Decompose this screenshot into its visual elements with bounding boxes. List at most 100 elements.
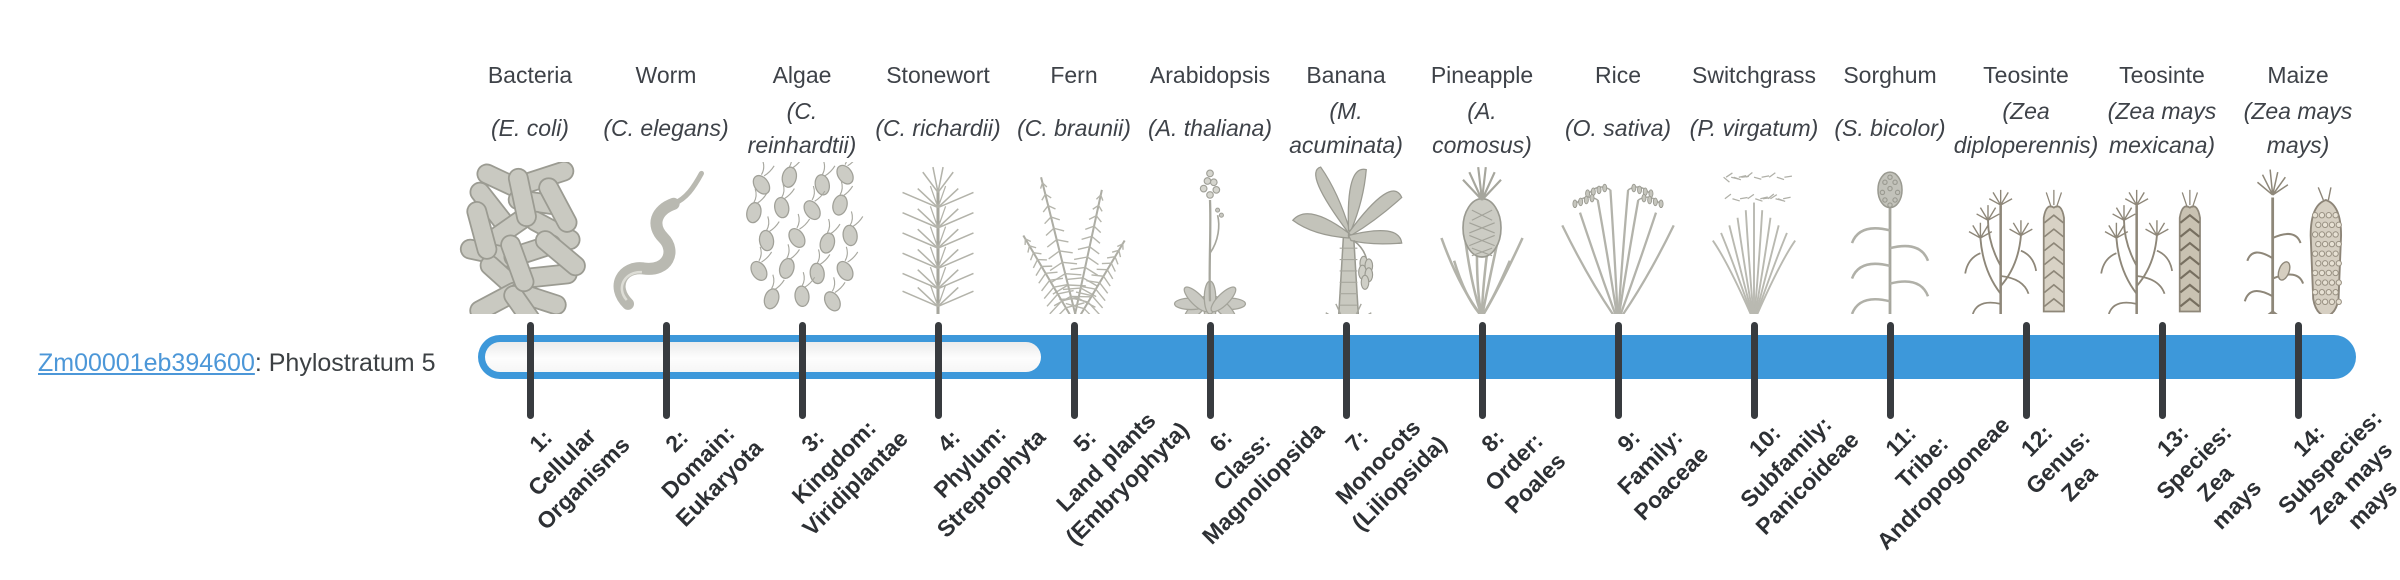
organism-scientific-name: (C. reinhardtii)	[747, 98, 857, 158]
organism-column-label: Switchgrass (P. virgatum)	[1674, 62, 1834, 163]
organism-scientific-name: (E. coli)	[491, 115, 569, 141]
organism-illustration	[996, 158, 1152, 314]
phylostratum-tick-12	[2022, 322, 2030, 419]
organism-illustration	[1132, 158, 1288, 314]
phylostratum-tick-10	[1750, 322, 1758, 419]
pineapple-illustration	[1440, 166, 1524, 314]
phylostratum-tick-13	[2158, 322, 2166, 419]
organism-common-name: Arabidopsis	[1149, 62, 1271, 88]
organism-scientific-name: (Zea diploperennis)	[1953, 98, 2099, 158]
timeline-bar	[478, 335, 2356, 379]
algae-illustration	[746, 162, 864, 312]
organism-column-label: Stonewort (C. richardii)	[858, 62, 1018, 163]
organism-column-label: Worm (C. elegans)	[586, 62, 746, 163]
organism-illustration	[860, 158, 1016, 314]
phylostratum-tick-8	[1478, 322, 1486, 419]
organism-common-name: Worm	[635, 62, 697, 88]
phylostratum-label-12: 12: Genus: Zea	[2015, 419, 2103, 507]
organism-illustration	[1268, 158, 1424, 314]
banana-illustration	[1291, 166, 1403, 314]
phylostratum-tick-14	[2294, 322, 2302, 419]
phylostratum-tick-7	[1342, 322, 1350, 419]
organism-common-name: Banana	[1306, 62, 1386, 88]
organism-column-label: Algae (C. reinhardtii)	[722, 62, 882, 163]
organism-illustration	[2220, 158, 2376, 314]
teosinte-diploperennis-illustration	[1964, 189, 2065, 314]
organism-column-label: Rice (O. sativa)	[1538, 62, 1698, 163]
organism-illustration	[1948, 158, 2104, 314]
phylostratum-label-10: 10: Subfamily: Panicoideae	[1735, 411, 1864, 540]
phylostratum-label-6: 6: Class: Magnoliopsida	[1196, 416, 1330, 550]
phylostratum-label-9: 9: Family: Poaceae	[1612, 424, 1714, 526]
organism-scientific-name: (P. virgatum)	[1689, 115, 1819, 141]
organism-column-label: Sorghum (S. bicolor)	[1810, 62, 1970, 163]
organism-scientific-name: (C. elegans)	[603, 115, 729, 141]
organism-scientific-name: (M. acuminata)	[1289, 98, 1403, 158]
organism-illustration	[452, 158, 608, 314]
organism-scientific-name: (O. sativa)	[1564, 115, 1672, 141]
organism-scientific-name: (S. bicolor)	[1834, 115, 1946, 141]
phylostratum-tick-5	[1070, 322, 1078, 419]
organism-column-label: Teosinte (Zea mays mexicana)	[2082, 62, 2242, 163]
organism-common-name: Sorghum	[1843, 62, 1937, 88]
gene-id-link[interactable]: Zm00001eb394600	[38, 349, 255, 377]
organism-column-label: Teosinte (Zea diploperennis)	[1946, 62, 2106, 163]
organism-common-name: Maize	[2267, 62, 2329, 88]
organism-scientific-name: (Zea mays mexicana)	[2107, 98, 2217, 158]
organism-column-label: Bacteria (E. coli)	[450, 62, 610, 163]
sorghum-illustration	[1850, 171, 1930, 314]
phylostratum-label-4: 4: Phylum: Streptophyta	[928, 420, 1051, 543]
phylostratum-label-3: 3: Kingdom: Viridiplantae	[786, 414, 913, 541]
phylostratum-tick-4	[934, 322, 942, 419]
organism-illustration	[1540, 158, 1696, 314]
organism-scientific-name: (A. thaliana)	[1147, 115, 1272, 141]
organism-column-label: Banana (M. acuminata)	[1266, 62, 1426, 163]
organism-common-name: Teosinte	[1983, 62, 2069, 88]
fern-illustration	[1022, 176, 1126, 314]
phylostratum-tick-9	[1614, 322, 1622, 419]
phylostratum-label-14: 14: Subspecies: Zea mays mays	[2272, 404, 2400, 535]
organism-column-label: Fern (C. braunii)	[994, 62, 1154, 163]
organism-scientific-name: (Zea mays mays)	[2243, 98, 2353, 158]
phylostratum-tick-6	[1206, 322, 1214, 419]
organism-illustration	[1676, 158, 1832, 314]
phylostratum-label-1: 1: Cellular Organisms	[522, 422, 635, 535]
organism-illustration	[2084, 158, 2240, 314]
organism-illustration	[724, 158, 880, 314]
organism-scientific-name: (A. comosus)	[1432, 98, 1532, 158]
organism-common-name: Bacteria	[487, 62, 573, 88]
organism-common-name: Stonewort	[886, 62, 990, 88]
phylostratum-tick-11	[1886, 322, 1894, 419]
organism-column-label: Pineapple (A. comosus)	[1402, 62, 1562, 163]
phylostratum-tick-1	[526, 322, 534, 419]
organism-illustration	[588, 158, 744, 314]
timeline-track-unfilled	[485, 342, 1041, 372]
organism-illustration	[1812, 158, 1968, 314]
gene-phylostratum-text: : Phylostratum 5	[254, 349, 436, 377]
worm-illustration	[613, 170, 704, 310]
phylostratum-tick-2	[662, 322, 670, 419]
organism-scientific-name: (C. braunii)	[1017, 115, 1131, 141]
stonewort-illustration	[902, 166, 974, 314]
organism-common-name: Pineapple	[1430, 62, 1534, 88]
organism-common-name: Fern	[1050, 62, 1098, 88]
organism-scientific-name: (C. richardii)	[875, 115, 1001, 141]
organism-column-label: Arabidopsis (A. thaliana)	[1130, 62, 1290, 163]
teosinte-mexicana-illustration	[2100, 189, 2201, 314]
phylostratum-label-5: 5: Land plants (Embryophyta)	[1050, 407, 1194, 550]
organism-column-label: Maize (Zea mays mays)	[2218, 62, 2378, 163]
phylostratum-label-11: 11: Tribe: Andropogoneae	[1871, 411, 2015, 555]
gene-label: Zm00001eb394600: Phylostratum 5	[38, 348, 436, 378]
organism-common-name: Rice	[1594, 62, 1641, 88]
organism-common-name: Teosinte	[2119, 62, 2205, 88]
maize-illustration	[2243, 169, 2343, 314]
phylostratum-label-7: 7: Monocots (Liliopsida)	[1330, 414, 1452, 536]
organism-illustration	[1404, 158, 1560, 314]
switchgrass-illustration	[1712, 172, 1796, 314]
arabidopsis-illustration	[1173, 169, 1247, 314]
organism-common-name: Switchgrass	[1692, 62, 1816, 88]
phylostratum-label-8: 8: Order: Poales	[1476, 424, 1571, 519]
bacteria-illustration	[459, 162, 586, 314]
phylostratum-tick-3	[798, 322, 806, 419]
